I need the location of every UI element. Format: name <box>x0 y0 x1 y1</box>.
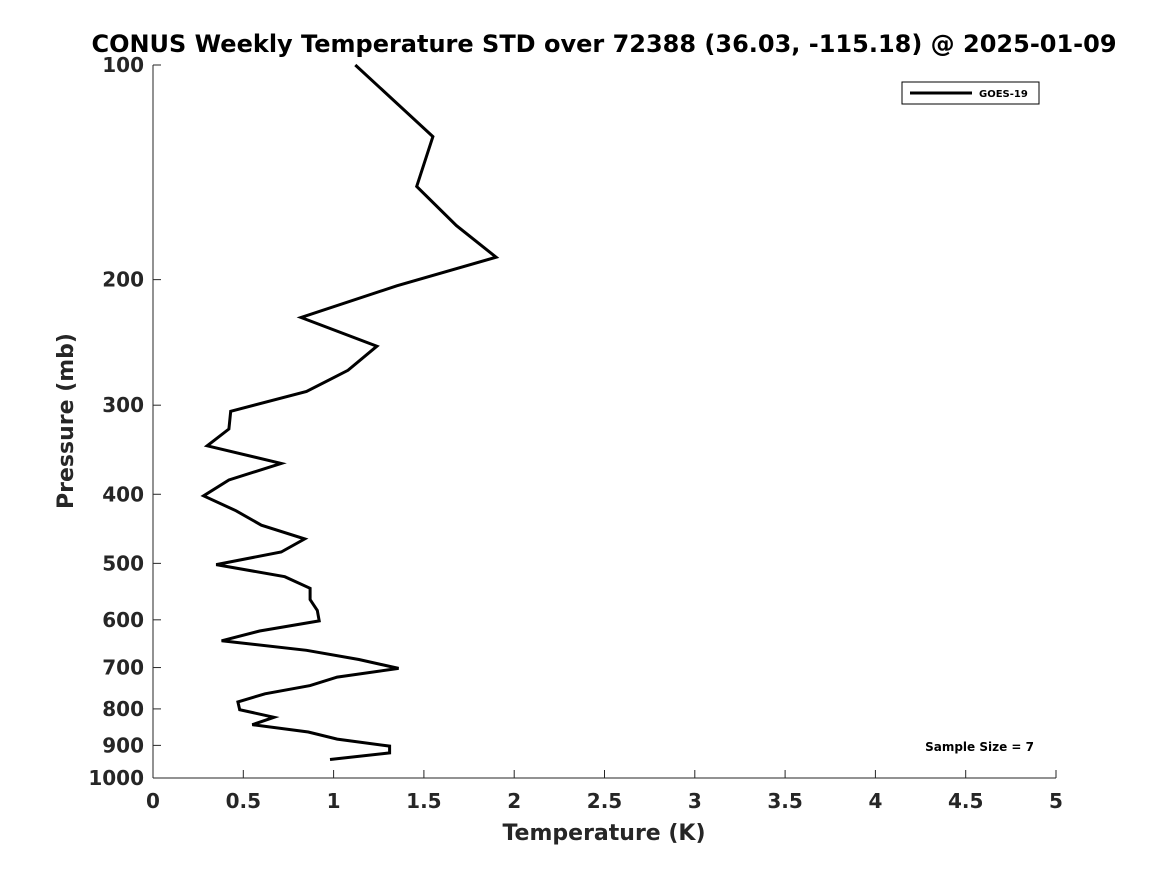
x-tick-label: 1.5 <box>406 789 441 813</box>
chart-title: CONUS Weekly Temperature STD over 72388 … <box>91 30 1116 58</box>
sample-size-annotation: Sample Size = 7 <box>925 740 1034 754</box>
legend: GOES-19 <box>901 81 1040 105</box>
x-tick-label: 2.5 <box>587 789 622 813</box>
y-tick-label: 100 <box>102 53 144 77</box>
x-tick-label: 3 <box>688 789 702 813</box>
x-tick-label: 5 <box>1049 789 1063 813</box>
y-tick-label: 400 <box>102 482 144 506</box>
y-tick-label: 900 <box>102 733 144 757</box>
y-tick-label: 500 <box>102 551 144 575</box>
y-tick-label: 800 <box>102 697 144 721</box>
plot-area <box>152 65 1056 779</box>
x-tick-label: 1 <box>327 789 341 813</box>
y-tick-label: 300 <box>102 393 144 417</box>
x-tick-label: 3.5 <box>767 789 802 813</box>
series-line-goes-19 <box>200 63 500 761</box>
x-tick-label: 4.5 <box>948 789 983 813</box>
y-tick-label: 1000 <box>88 766 144 790</box>
x-axis-label: Temperature (K) <box>502 821 705 846</box>
x-tick-label: 2 <box>507 789 521 813</box>
y-tick-label: 600 <box>102 608 144 632</box>
legend-label-goes-19: GOES-19 <box>979 89 1028 100</box>
y-tick-label: 700 <box>102 656 144 680</box>
axes-layer: 0 0.5 1 1.5 2 2.5 3 3.5 4 4.5 5 100 200 300 400 500 600 7… <box>88 53 1063 813</box>
x-tick-label: 0.5 <box>226 789 261 813</box>
x-tick-label: 0 <box>146 789 160 813</box>
series-layer <box>200 63 500 761</box>
y-axis-label: Pressure (mb) <box>54 333 79 509</box>
x-tick-label: 4 <box>868 789 882 813</box>
y-tick-label: 200 <box>102 268 144 292</box>
